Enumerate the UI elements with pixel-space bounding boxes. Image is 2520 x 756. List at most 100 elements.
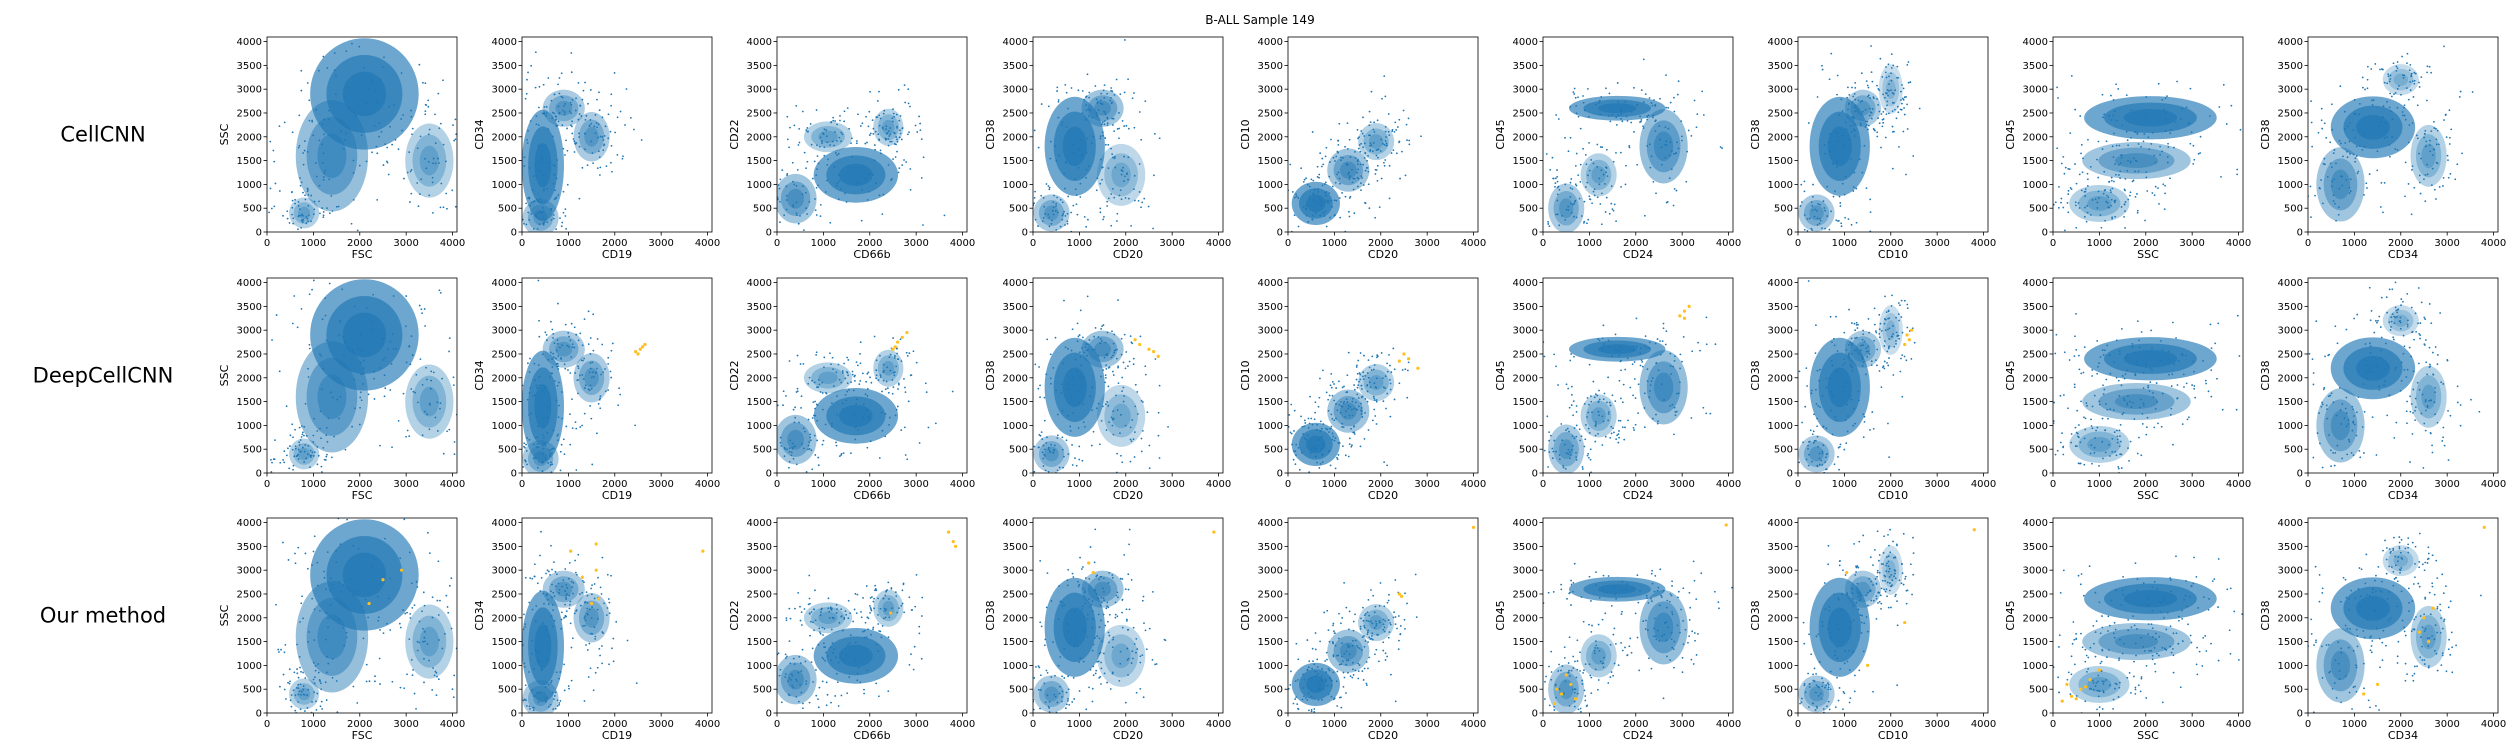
y-tick-label: 1500 bbox=[1003, 156, 1028, 167]
y-tick-label: 500 bbox=[2029, 445, 2048, 456]
x-tick-label: 0 bbox=[1540, 479, 1546, 490]
point-cloud bbox=[522, 279, 636, 473]
axes-frame bbox=[521, 517, 713, 714]
y-axis-label: CD22 bbox=[728, 600, 741, 630]
y-tick-label: 2500 bbox=[1258, 108, 1283, 119]
x-tick-label: 4000 bbox=[950, 479, 975, 490]
x-tick-label: 2000 bbox=[1623, 238, 1648, 249]
y-tick-label: 2000 bbox=[1768, 373, 1793, 384]
y-axis-label: CD22 bbox=[728, 360, 741, 390]
axes-frame bbox=[1287, 517, 1479, 714]
y-tick-label: 2500 bbox=[2023, 108, 2048, 119]
y-tick-label: 4000 bbox=[1003, 518, 1028, 529]
x-tick-label: 4000 bbox=[440, 719, 465, 730]
x-axis-label: CD10 bbox=[1878, 729, 1908, 742]
x-axis-label: CD20 bbox=[1368, 248, 1398, 261]
x-tick-label: 1000 bbox=[556, 238, 581, 249]
y-tick-label: 2000 bbox=[1258, 613, 1283, 624]
axes-frame bbox=[1797, 36, 1989, 233]
y-tick-label: 0 bbox=[1532, 469, 1538, 480]
y-tick-label: 2000 bbox=[2023, 373, 2048, 384]
y-tick-label: 2000 bbox=[2278, 373, 2303, 384]
y-tick-label: 1000 bbox=[747, 661, 772, 672]
y-tick-label: 3500 bbox=[1258, 61, 1283, 72]
x-tick-label: 3000 bbox=[1924, 479, 1949, 490]
x-tick-label: 4000 bbox=[1206, 719, 1231, 730]
y-tick-label: 3000 bbox=[1003, 326, 1028, 337]
x-tick-label: 0 bbox=[2305, 719, 2311, 730]
panel-2-8: 0 500 1000 1500 2000 2500 3000 3500 4000 0 1000 200… bbox=[2004, 277, 2251, 502]
x-tick-label: 1000 bbox=[1322, 238, 1347, 249]
x-tick-label: 3000 bbox=[903, 238, 928, 249]
x-tick-label: 0 bbox=[2050, 238, 2056, 249]
y-tick-label: 3000 bbox=[1258, 566, 1283, 577]
panel-3-8: 0 500 1000 1500 2000 2500 3000 3500 4000 0 1000 200… bbox=[2004, 517, 2251, 742]
highlight-point bbox=[1865, 663, 1870, 667]
x-axis-label: CD19 bbox=[602, 489, 632, 502]
point-cloud bbox=[1288, 573, 1418, 713]
y-tick-label: 0 bbox=[511, 469, 517, 480]
highlight-point bbox=[1400, 594, 1404, 598]
panel-3-7: 0 500 1000 1500 2000 2500 3000 3500 4000 0 1000 200… bbox=[1749, 517, 1996, 742]
y-tick-label: 500 bbox=[1774, 204, 1793, 215]
x-tick-label: 1000 bbox=[1577, 479, 1602, 490]
y-tick-label: 3500 bbox=[492, 61, 517, 72]
highlight-point bbox=[1416, 366, 1420, 370]
y-tick-label: 2500 bbox=[1513, 349, 1538, 360]
x-tick-label: 3000 bbox=[648, 238, 673, 249]
y-tick-label: 0 bbox=[1787, 709, 1793, 720]
y-axis-label: CD45 bbox=[1494, 600, 1507, 630]
panel-3-4: 0 500 1000 1500 2000 2500 3000 3500 4000 0 1000 200… bbox=[984, 517, 1231, 742]
highlight-point bbox=[1559, 692, 1564, 696]
highlight-point bbox=[594, 542, 598, 546]
highlight-point bbox=[2074, 697, 2078, 701]
figure-title: B-ALL Sample 149 bbox=[1205, 13, 1314, 27]
y-tick-label: 500 bbox=[243, 204, 262, 215]
y-axis-label: SSC bbox=[218, 123, 231, 145]
highlight-point bbox=[399, 568, 404, 572]
x-tick-label: 1000 bbox=[1832, 479, 1857, 490]
x-tick-label: 2000 bbox=[347, 719, 372, 730]
panel-3-6: 0 500 1000 1500 2000 2500 3000 3500 4000 0 1000 200… bbox=[1494, 517, 1741, 742]
y-tick-label: 4000 bbox=[492, 37, 517, 48]
y-tick-label: 2000 bbox=[237, 613, 262, 624]
y-tick-label: 2000 bbox=[492, 373, 517, 384]
x-tick-label: 2000 bbox=[857, 719, 882, 730]
y-tick-label: 4000 bbox=[1513, 37, 1538, 48]
point-cloud bbox=[2308, 532, 2482, 713]
x-tick-label: 4000 bbox=[950, 719, 975, 730]
y-axis-label: CD38 bbox=[984, 360, 997, 390]
y-tick-label: 2500 bbox=[492, 589, 517, 600]
y-tick-label: 0 bbox=[256, 228, 262, 239]
y-tick-label: 2500 bbox=[492, 349, 517, 360]
x-tick-label: 3000 bbox=[393, 238, 418, 249]
highlight-point bbox=[594, 568, 598, 572]
y-tick-label: 3000 bbox=[2278, 85, 2303, 96]
y-axis-label: CD10 bbox=[1239, 600, 1252, 630]
highlight-point bbox=[701, 549, 705, 553]
x-tick-label: 4000 bbox=[1971, 719, 1996, 730]
y-tick-label: 0 bbox=[1532, 228, 1538, 239]
y-tick-label: 3000 bbox=[237, 326, 262, 337]
x-tick-label: 3000 bbox=[1924, 719, 1949, 730]
x-axis-label: CD10 bbox=[1878, 489, 1908, 502]
panel-3-9: 0 500 1000 1500 2000 2500 3000 3500 4000 0 1000 200… bbox=[2259, 517, 2506, 742]
y-tick-label: 3500 bbox=[492, 302, 517, 313]
axes-frame bbox=[2307, 36, 2499, 233]
highlight-point bbox=[1397, 359, 1401, 363]
highlight-point bbox=[1845, 570, 1849, 575]
y-axis-label: CD45 bbox=[2004, 600, 2017, 630]
x-axis-label: CD66b bbox=[853, 729, 890, 742]
highlight-point bbox=[2482, 525, 2486, 529]
y-tick-label: 1500 bbox=[1258, 397, 1283, 408]
point-cloud bbox=[1545, 58, 1723, 232]
x-tick-label: 4000 bbox=[2226, 719, 2251, 730]
y-axis-label: CD45 bbox=[2004, 119, 2017, 149]
x-tick-label: 4000 bbox=[1716, 719, 1741, 730]
x-axis-label: CD20 bbox=[1368, 489, 1398, 502]
y-axis-label: CD34 bbox=[473, 600, 486, 630]
x-tick-label: 3000 bbox=[1414, 719, 1439, 730]
y-tick-label: 1500 bbox=[1768, 397, 1793, 408]
y-axis-label: CD34 bbox=[473, 360, 486, 390]
axes-frame bbox=[1287, 36, 1479, 233]
